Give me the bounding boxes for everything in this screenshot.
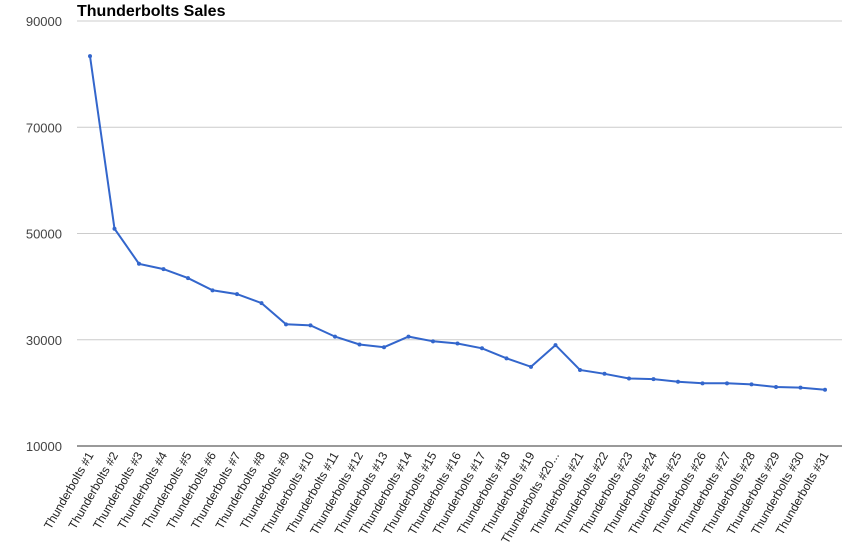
data-point [431,339,435,344]
data-point [553,343,558,348]
data-point [137,261,141,266]
data-point [480,346,484,351]
data-point [602,371,607,376]
data-point [308,323,313,328]
y-tick-label: 30000 [26,333,62,348]
y-tick-label: 70000 [26,120,62,135]
y-tick-label: 50000 [26,227,62,242]
data-point [161,267,166,272]
sales-points [88,54,827,392]
data-point [504,356,509,361]
data-point [700,381,705,386]
data-point [798,385,803,390]
data-point [578,368,582,373]
chart-title: Thunderbolts Sales [77,3,226,20]
y-tick-label: 90000 [26,14,62,29]
data-point [333,334,337,339]
data-point [774,385,778,390]
gridlines [77,20,842,447]
data-point [210,288,215,293]
data-point [357,342,362,347]
data-point [676,379,680,384]
data-point [627,376,631,381]
data-point [259,301,264,306]
data-point [823,387,827,392]
data-point [651,377,656,382]
data-point [235,292,239,297]
data-point [725,381,729,386]
data-point [382,345,386,350]
data-point [749,382,754,387]
data-point [406,334,411,339]
data-point [284,322,288,327]
data-point [88,54,92,59]
data-point [455,341,460,346]
data-point [186,276,190,281]
y-axis-ticks: 90000 70000 50000 30000 10000 [26,14,62,454]
y-tick-label: 10000 [26,439,62,454]
data-point [529,364,533,369]
data-point [112,226,117,231]
